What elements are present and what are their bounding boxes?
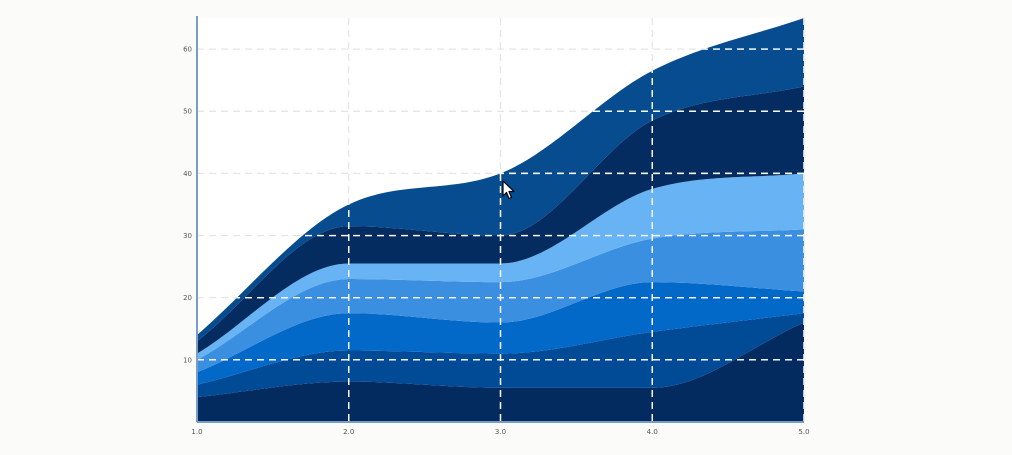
y-tick-label: 60 <box>183 46 192 54</box>
x-axis-tick-labels: 1.0 2.0 3.0 4.0 5.0 <box>191 428 809 436</box>
y-tick-label: 40 <box>183 170 192 178</box>
mouse-pointer-icon <box>502 180 515 200</box>
y-axis-tick-labels: 10 20 30 40 50 60 <box>183 46 192 365</box>
y-tick-label: 20 <box>183 294 192 302</box>
x-tick-label: 4.0 <box>647 428 658 436</box>
y-tick-label: 30 <box>183 232 192 240</box>
area-series-1 <box>197 322 804 422</box>
grid-lines <box>197 18 805 422</box>
axes <box>196 16 804 423</box>
x-tick-label: 3.0 <box>495 428 506 436</box>
y-tick-label: 50 <box>183 108 192 116</box>
x-tick-label: 1.0 <box>191 428 202 436</box>
x-tick-label: 5.0 <box>798 428 809 436</box>
area-series-5 <box>197 173 804 360</box>
y-tick-label: 10 <box>183 356 192 364</box>
x-tick-label: 2.0 <box>343 428 354 436</box>
